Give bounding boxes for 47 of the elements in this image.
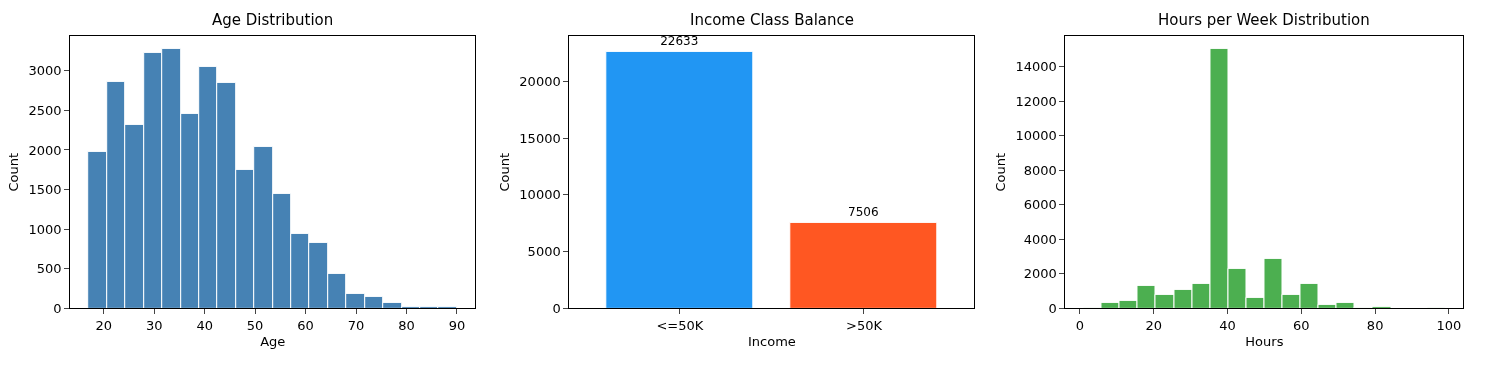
y-tick-label: 2000	[28, 142, 62, 158]
y-tick-label: 6000	[1023, 197, 1057, 213]
y-tick-label: 5000	[527, 244, 561, 260]
x-tick-label: 40	[196, 318, 213, 334]
x-tick-label: 60	[1293, 318, 1310, 334]
data-label: 7506	[848, 205, 879, 220]
y-tick-label: 0	[1048, 300, 1057, 316]
y-tick-label: 4000	[1023, 231, 1057, 247]
y-tick-label: 15000	[519, 130, 561, 146]
x-tick-label: 80	[1366, 318, 1384, 334]
y-tick-label: 10000	[1015, 128, 1057, 144]
x-tick-label: >50K	[845, 318, 883, 334]
x-tick-label: 80	[398, 318, 415, 334]
x-tick-label: 70	[347, 318, 365, 334]
x-tick-label: 90	[448, 318, 466, 334]
y-tick-label: 20000	[519, 73, 561, 89]
x-axis-title: Hours	[1245, 333, 1284, 349]
y-tick-label: 2500	[28, 102, 62, 118]
y-tick-label: 0	[53, 300, 62, 316]
x-axis-title: Age	[260, 333, 286, 349]
data-label: 22633	[660, 34, 699, 49]
x-tick-label: 20	[95, 318, 113, 334]
chart-title: Income Class Balance	[690, 11, 855, 29]
chart-title: Age Distribution	[212, 11, 334, 29]
y-tick-label: 8000	[1023, 162, 1057, 178]
y-tick-label: 1000	[28, 221, 62, 237]
x-tick-label: 0	[1075, 318, 1085, 334]
y-tick-label: 14000	[1015, 59, 1057, 75]
x-tick-label: 30	[145, 318, 163, 334]
y-axis-title: Count	[993, 152, 1009, 192]
x-axis-title: Income	[747, 333, 796, 349]
x-tick-label: 20	[1145, 318, 1162, 334]
x-tick-label: <=50K	[656, 318, 704, 334]
x-tick-label: 60	[297, 318, 314, 334]
y-tick-label: 10000	[519, 187, 561, 203]
y-tick-label: 0	[552, 300, 561, 316]
x-tick-label: 40	[1219, 318, 1236, 334]
y-axis-title: Count	[6, 152, 22, 192]
y-tick-label: 12000	[1015, 93, 1057, 109]
y-tick-label: 500	[36, 261, 62, 277]
y-axis-title: Count	[497, 152, 513, 192]
x-tick-label: 50	[246, 318, 264, 334]
y-tick-label: 1500	[28, 182, 62, 198]
chart-title: Hours per Week Distribution	[1158, 11, 1370, 29]
x-tick-label: 100	[1436, 318, 1462, 334]
y-tick-label: 2000	[1023, 266, 1057, 282]
y-tick-label: 3000	[28, 63, 62, 79]
